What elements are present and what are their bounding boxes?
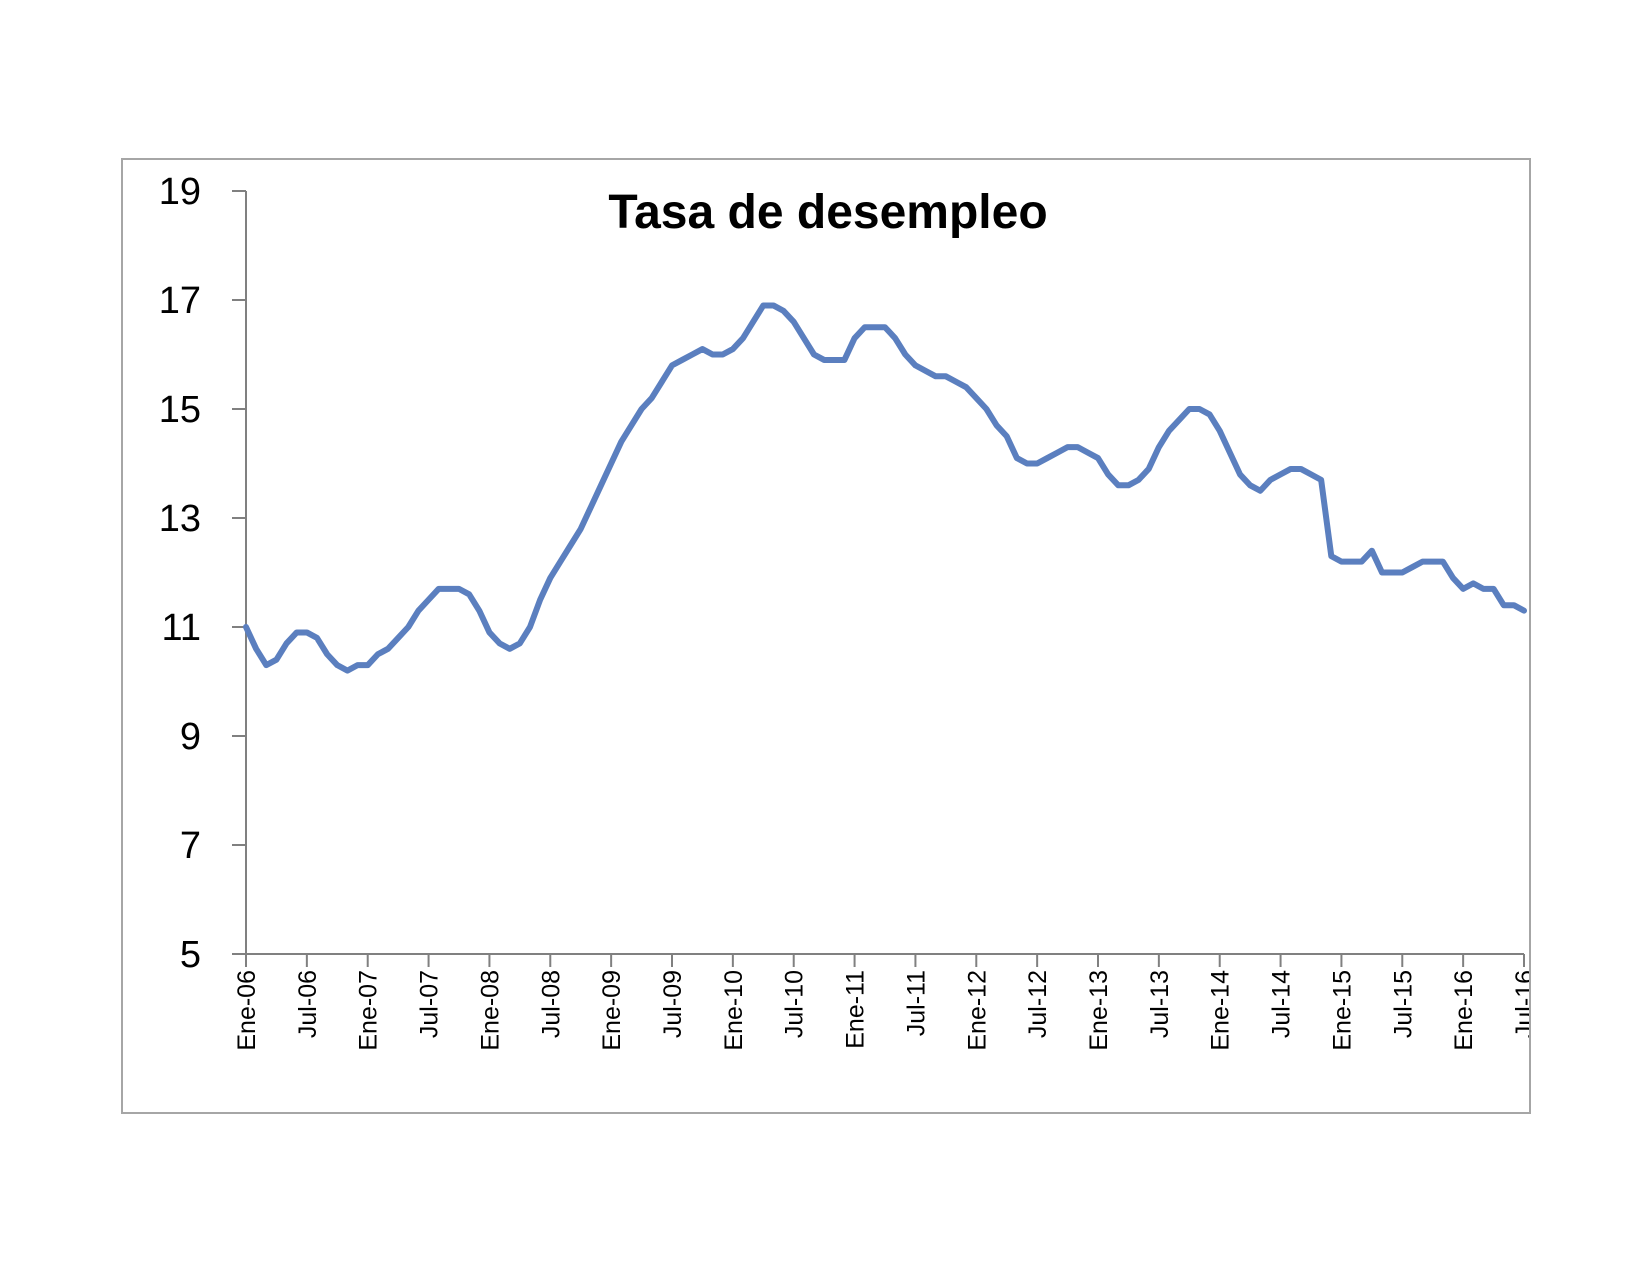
series-line — [243, 302, 1527, 674]
x-tick-label: Ene-07 — [355, 970, 383, 1051]
y-axis-ticks: 5 7 9 11 13 15 17 19 — [159, 171, 246, 976]
x-tick-label: Jul-12 — [1024, 970, 1052, 1038]
y-tick-label: 7 — [180, 825, 201, 867]
x-tick-label: Ene-13 — [1085, 970, 1113, 1051]
y-tick-label: 15 — [159, 389, 201, 431]
x-tick-label: Jul-11 — [902, 970, 930, 1036]
x-tick-label: Jul-07 — [416, 970, 444, 1038]
x-tick-label: Jul-10 — [781, 970, 809, 1038]
x-tick-label: Jul-09 — [659, 970, 687, 1038]
axes — [245, 191, 1524, 955]
x-tick-label: Ene-09 — [598, 970, 626, 1051]
x-tick-label: Ene-10 — [720, 970, 748, 1051]
y-tick-label: 11 — [162, 607, 201, 649]
x-tick-label: Ene-08 — [476, 970, 504, 1051]
x-tick-label: Ene-16 — [1450, 970, 1478, 1051]
y-tick-label: 17 — [159, 280, 201, 322]
x-tick-label: Jul-15 — [1389, 970, 1417, 1038]
y-tick-label: 13 — [159, 498, 201, 540]
x-tick-label: Jul-13 — [1146, 970, 1174, 1038]
line-chart: Tasa de desempleo 5 7 9 11 13 15 17 19 Ene-06 Ju… — [159, 171, 1529, 1051]
x-tick-label: Jul-08 — [537, 970, 565, 1038]
x-tick-label: Ene-11 — [842, 970, 870, 1049]
series-layer — [243, 302, 1527, 674]
x-tick-label: Jul-14 — [1268, 970, 1296, 1038]
chart-title: Tasa de desempleo — [608, 186, 1047, 239]
x-tick-label: Jul-16 — [1511, 970, 1529, 1038]
x-tick-label: Jul-06 — [294, 970, 322, 1038]
x-tick-label: Ene-06 — [233, 970, 261, 1051]
chart-frame: Tasa de desempleo 5 7 9 11 13 15 17 19 Ene-06 Ju… — [121, 158, 1531, 1114]
y-tick-label: 5 — [180, 934, 201, 976]
x-axis-ticks: Ene-06 Jul-06 Ene-07 Jul-07 Ene-08 Jul-08 Ene-… — [233, 954, 1529, 1051]
x-tick-label: Ene-12 — [963, 970, 991, 1051]
y-tick-label: 19 — [159, 171, 201, 213]
x-tick-label: Ene-14 — [1207, 970, 1235, 1051]
y-tick-label: 9 — [180, 716, 201, 758]
x-tick-label: Ene-15 — [1328, 970, 1356, 1051]
